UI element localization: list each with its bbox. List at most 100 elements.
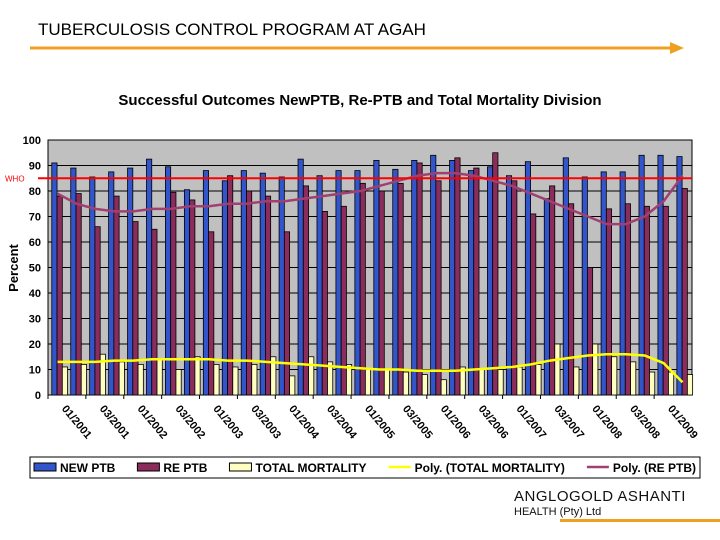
bar-re-ptb (416, 162, 423, 396)
bar-re-ptb (605, 208, 613, 396)
bar-re-ptb (435, 180, 442, 396)
bar-total-mortality (232, 366, 239, 396)
bar-new-ptb (202, 170, 209, 396)
bar-new-ptb (373, 159, 380, 396)
legend-swatch-bar (136, 462, 160, 472)
bar-total-mortality (611, 356, 618, 396)
bar-re-ptb (511, 180, 518, 396)
x-tick-label: 03/2002 (173, 403, 208, 441)
bar-re-ptb (549, 185, 556, 396)
x-tick-label: 03/2003 (248, 403, 283, 441)
bar-re-ptb (321, 210, 328, 396)
bar-total-mortality (194, 356, 201, 396)
x-tick-label: 03/2006 (476, 403, 511, 441)
bar-new-ptb (51, 162, 58, 396)
bar-new-ptb (581, 176, 588, 396)
bar-total-mortality (270, 356, 277, 396)
legend-swatch-bar (33, 462, 57, 472)
page-title: TUBERCULOSIS CONTROL PROGRAM AT AGAH (38, 20, 426, 39)
bar-total-mortality (630, 361, 637, 396)
legend-swatch-bar (228, 462, 252, 472)
bar-re-ptb (170, 191, 177, 396)
bar-re-ptb (643, 205, 650, 396)
trendline-poly-total-mortality- (57, 352, 684, 384)
bar-re-ptb (587, 267, 594, 396)
bar-new-ptb (505, 175, 513, 396)
bar-total-mortality (137, 363, 144, 396)
bar-re-ptb (340, 205, 347, 396)
x-tick-label: 01/2003 (210, 403, 245, 441)
bar-total-mortality (668, 371, 675, 396)
bar-new-ptb (297, 158, 304, 396)
bar-new-ptb (335, 170, 342, 396)
bar-re-ptb (56, 195, 63, 396)
y-tick-label: 90 (29, 161, 41, 173)
bar-total-mortality (364, 369, 372, 396)
bar-total-mortality (213, 363, 220, 396)
bar-re-ptb (492, 152, 499, 396)
x-tick-label: 03/2004 (324, 403, 359, 442)
y-tick-label: 10 (29, 365, 41, 377)
legend-label: TOTAL MORTALITY (255, 461, 366, 475)
bar-new-ptb (316, 175, 323, 396)
bar-total-mortality (308, 356, 315, 396)
bar-re-ptb (265, 195, 272, 396)
bar-total-mortality (99, 353, 106, 396)
x-tick-label: 01/2004 (286, 403, 321, 442)
bar-new-ptb (449, 159, 456, 396)
bar-total-mortality (686, 374, 694, 396)
bar-new-ptb (619, 171, 626, 396)
bar-new-ptb (543, 198, 550, 396)
bar-total-mortality (497, 369, 504, 396)
x-tick-label: 01/2009 (665, 403, 700, 441)
y-tick-label: 50 (29, 263, 41, 275)
bar-total-mortality (175, 369, 182, 396)
bar-re-ptb (132, 221, 139, 396)
bar-new-ptb (524, 161, 531, 396)
y-tick-label: 100 (23, 135, 41, 147)
bar-total-mortality (535, 363, 542, 396)
y-tick-label: 30 (29, 314, 41, 326)
bar-re-ptb (378, 190, 385, 396)
who-label: WHO (5, 174, 25, 183)
bar-total-mortality (649, 371, 656, 396)
x-tick-label: 03/2001 (97, 403, 132, 441)
y-tick-label: 40 (29, 288, 41, 300)
logo-subtitle: HEALTH (Pty) Ltd (514, 506, 602, 518)
orange-arrow-divider (30, 42, 684, 54)
bar-re-ptb (530, 213, 537, 396)
bar-new-ptb (221, 180, 228, 396)
x-tick-label: 01/2002 (135, 403, 170, 441)
bar-new-ptb (165, 166, 172, 396)
bar-new-ptb (657, 154, 664, 396)
y-tick-label: 20 (29, 339, 41, 351)
legend-box (29, 456, 701, 479)
bar-re-ptb (75, 193, 82, 396)
bar-total-mortality (421, 374, 428, 396)
anglogold-ashanti-logo: ANGLOGOLD ASHANTI HEALTH (Pty) Ltd (514, 488, 686, 518)
bar-re-ptb (397, 182, 404, 396)
bar-total-mortality (327, 361, 334, 396)
legend-label: Poly. (TOTAL MORTALITY) (415, 461, 565, 475)
bar-total-mortality (554, 343, 561, 396)
logo-brand: ANGLOGOLD ASHANTI (514, 488, 686, 505)
bar-re-ptb (302, 185, 309, 396)
legend-label: NEW PTB (60, 461, 116, 475)
x-tick-label: 01/2006 (438, 403, 473, 441)
y-tick-label: 60 (29, 237, 41, 249)
bar-total-mortality (573, 366, 580, 396)
y-tick-label: 0 (35, 390, 41, 402)
bar-total-mortality (118, 361, 125, 396)
bar-re-ptb (94, 226, 101, 396)
bar-total-mortality (459, 366, 466, 396)
bar-total-mortality (156, 358, 163, 396)
bar-new-ptb (600, 171, 607, 396)
bar-total-mortality (383, 369, 390, 396)
bar-new-ptb (411, 159, 418, 396)
bar-new-ptb (430, 154, 437, 396)
x-tick-label: 01/2007 (514, 403, 549, 441)
x-tick-label: 03/2007 (551, 403, 586, 441)
bar-total-mortality (80, 363, 87, 396)
bar-re-ptb (662, 205, 669, 396)
